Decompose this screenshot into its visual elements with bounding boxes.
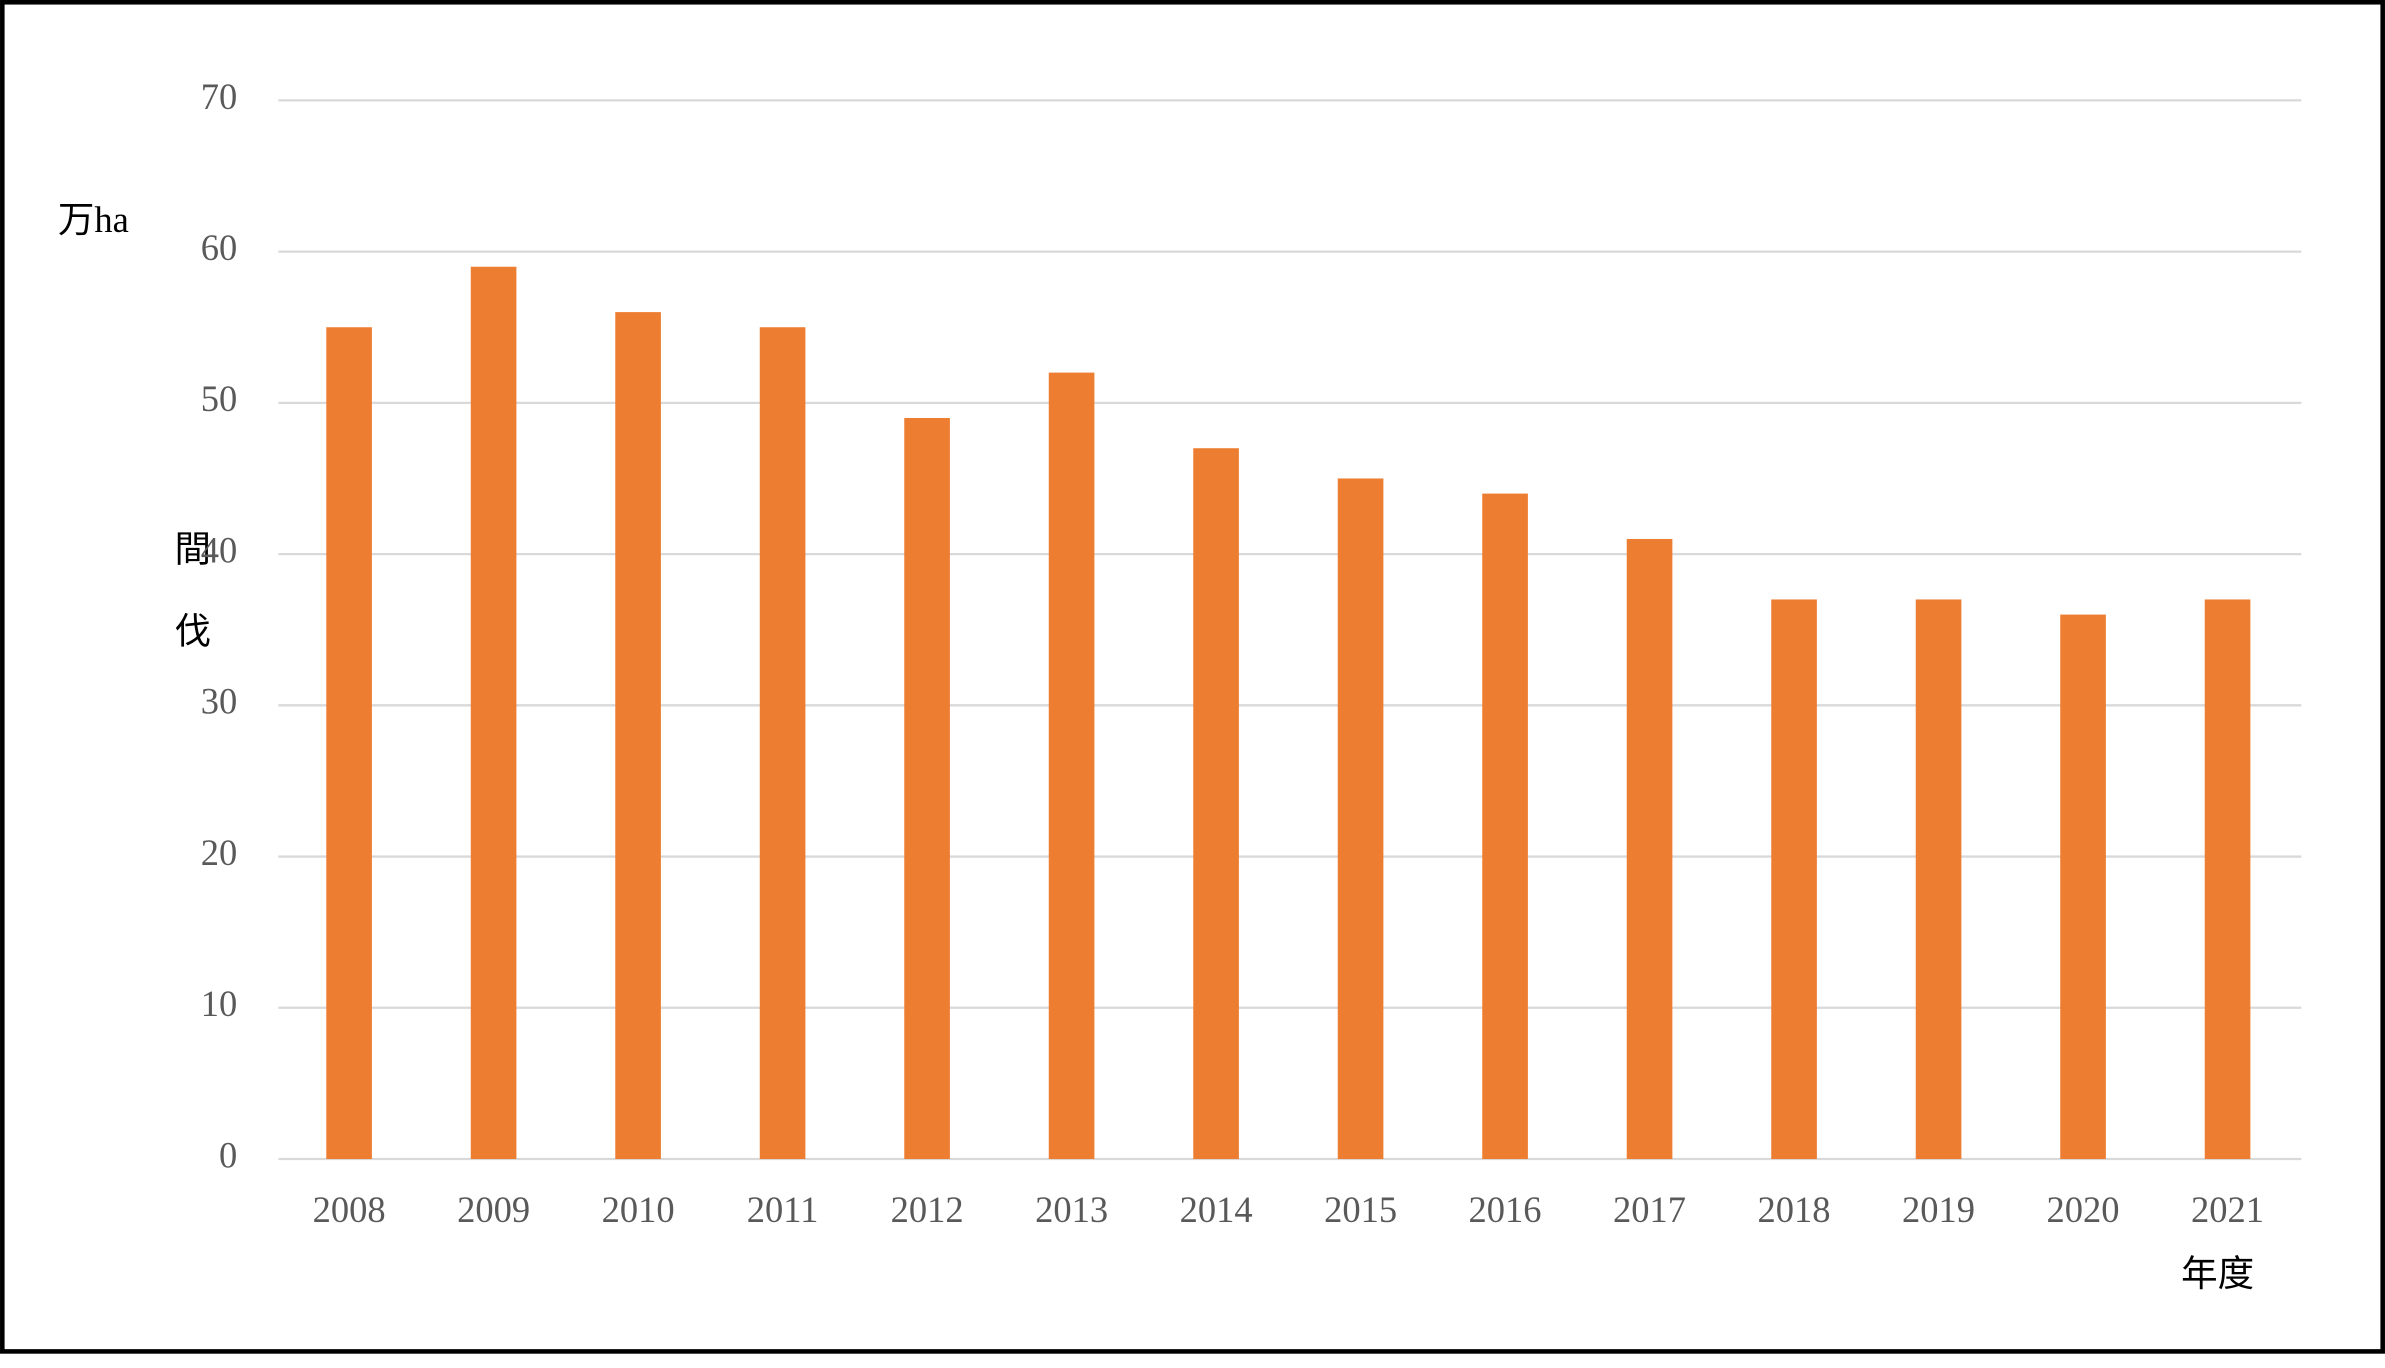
bar [2204,599,2251,1160]
bar [1771,599,1817,1160]
x-tick-label: 2016 [1469,1189,1542,1230]
bar [1626,538,1673,1160]
y-tick-label: 70 [201,76,238,117]
y-tick-label: 10 [201,983,238,1024]
bar [1337,478,1384,1160]
bar [2060,614,2106,1160]
bar [1048,372,1095,1160]
x-tick-label: 2012 [891,1189,964,1230]
x-tick-label: 2015 [1324,1189,1397,1230]
y-tick-label: 40 [201,529,238,570]
x-tick-label: 2013 [1035,1189,1108,1230]
bar [470,266,517,1160]
x-tick-label: 2008 [313,1189,386,1230]
bar [904,417,950,1160]
y-tick-label: 30 [201,681,238,722]
y-tick-label: 50 [201,378,238,419]
x-tick-label: 2011 [747,1189,819,1230]
y-axis-title: 間伐 [169,529,210,693]
bar [1915,599,1962,1160]
x-tick-label: 2009 [457,1189,530,1230]
x-tick-label: 2020 [2047,1189,2120,1230]
x-tick-label: 2010 [602,1189,675,1230]
x-tick-label: 2014 [1180,1189,1253,1230]
bar [759,327,806,1160]
y-axis-unit: 万ha [58,199,129,240]
y-tick-label: 0 [219,1134,237,1175]
bar [1482,493,1528,1160]
bar [1193,448,1239,1160]
x-tick-label: 2019 [1902,1189,1975,1230]
x-tick-label: 2018 [1758,1189,1831,1230]
x-tick-label: 2021 [2191,1189,2264,1230]
y-tick-label: 20 [201,832,238,873]
x-tick-label: 2017 [1613,1189,1686,1230]
bar [326,327,372,1160]
y-tick-label: 60 [201,227,238,268]
bar [615,312,661,1160]
x-axis-title: 年度 [2181,1253,2254,1294]
